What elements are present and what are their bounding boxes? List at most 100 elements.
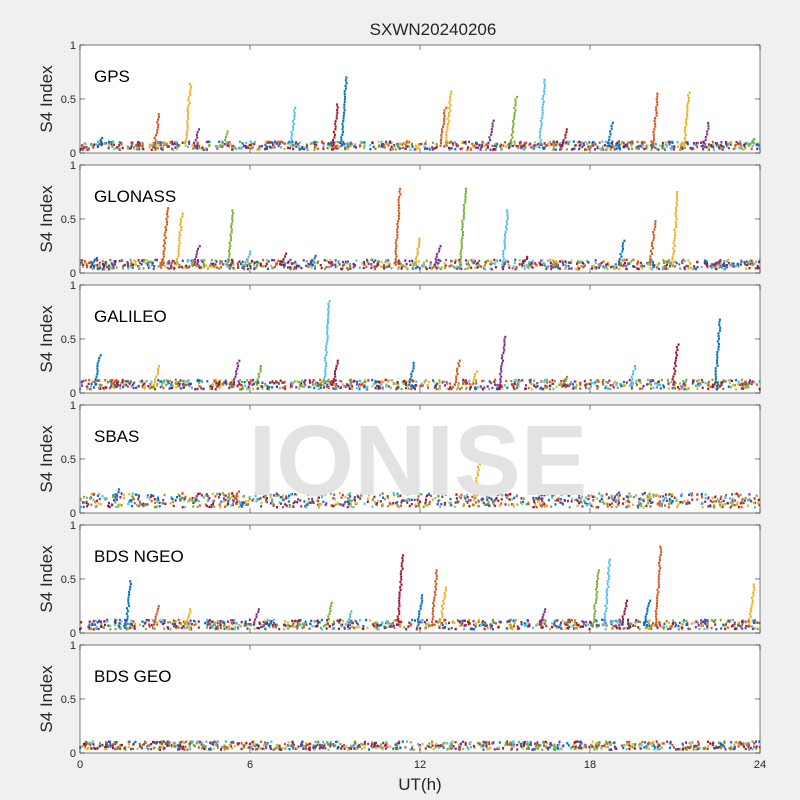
data-point (619, 622, 622, 625)
data-point (514, 258, 517, 262)
data-point (355, 386, 358, 390)
data-point (95, 375, 98, 378)
data-point (614, 500, 617, 503)
data-point (221, 263, 224, 266)
data-point (729, 497, 732, 500)
data-point (301, 622, 304, 626)
data-point (649, 249, 652, 253)
data-point (395, 382, 398, 386)
data-point (353, 379, 356, 383)
data-point (289, 144, 292, 147)
data-point (681, 260, 684, 263)
data-point (150, 495, 153, 498)
data-point (348, 499, 351, 503)
data-point (115, 266, 118, 269)
data-point (180, 228, 183, 232)
data-point (225, 382, 228, 386)
data-point (333, 136, 336, 139)
data-point (616, 381, 619, 385)
data-point (396, 233, 399, 237)
data-point (96, 370, 99, 373)
data-point (638, 500, 641, 504)
data-point (228, 252, 231, 255)
data-point (319, 626, 322, 630)
data-point (470, 258, 473, 262)
data-point (258, 145, 261, 148)
data-point (544, 378, 547, 382)
data-point (298, 387, 301, 390)
data-point (311, 500, 314, 503)
data-point (371, 384, 374, 388)
data-point (540, 263, 543, 267)
data-point (652, 263, 655, 267)
data-point (540, 125, 543, 128)
data-point (587, 145, 590, 148)
data-point (137, 494, 140, 497)
data-point (604, 386, 607, 390)
data-point (670, 502, 673, 505)
data-point (672, 375, 675, 378)
data-point (728, 381, 731, 385)
data-point (687, 259, 690, 262)
data-point (158, 501, 161, 505)
data-point (377, 499, 380, 503)
data-point (156, 120, 159, 124)
data-point (551, 494, 554, 498)
data-point (715, 267, 718, 271)
data-point (324, 503, 327, 507)
data-point (652, 239, 655, 242)
data-point (327, 302, 330, 306)
data-point (563, 379, 566, 383)
data-point (551, 259, 554, 262)
data-point (118, 503, 121, 506)
data-point (579, 387, 582, 390)
data-point (696, 145, 699, 149)
data-point (714, 267, 717, 270)
data-point (595, 266, 598, 269)
data-point (654, 222, 657, 226)
data-point (731, 500, 734, 504)
data-point (462, 378, 465, 382)
data-point (717, 386, 720, 390)
data-point (316, 141, 319, 144)
data-point (588, 148, 591, 151)
data-point (438, 381, 441, 385)
data-point (231, 261, 234, 264)
data-point (426, 494, 429, 497)
data-point (335, 364, 338, 368)
data-point (152, 267, 155, 271)
data-point (128, 147, 131, 150)
data-point (531, 145, 534, 148)
data-point (723, 380, 726, 384)
data-point (298, 623, 301, 626)
data-point (178, 239, 181, 242)
data-point (621, 502, 624, 505)
data-point (755, 260, 758, 263)
data-point (166, 223, 169, 226)
data-point (289, 493, 292, 496)
data-point (410, 372, 413, 375)
data-point (611, 624, 614, 627)
data-point (480, 621, 483, 624)
data-point (421, 384, 424, 387)
data-point (185, 264, 188, 268)
data-point (610, 127, 613, 130)
data-point (516, 503, 519, 506)
data-point (132, 146, 135, 149)
data-point (257, 387, 260, 390)
data-point (475, 490, 478, 494)
data-point (601, 381, 604, 384)
data-point (565, 128, 568, 131)
data-point (464, 267, 467, 271)
data-point (256, 492, 259, 495)
data-point (538, 387, 541, 390)
data-point (455, 143, 458, 146)
data-point (607, 144, 610, 147)
data-point (528, 263, 531, 266)
data-point (141, 620, 144, 623)
data-point (341, 493, 344, 497)
data-point (667, 382, 670, 385)
data-point (679, 148, 682, 151)
data-point (510, 133, 513, 137)
data-point (716, 382, 719, 385)
